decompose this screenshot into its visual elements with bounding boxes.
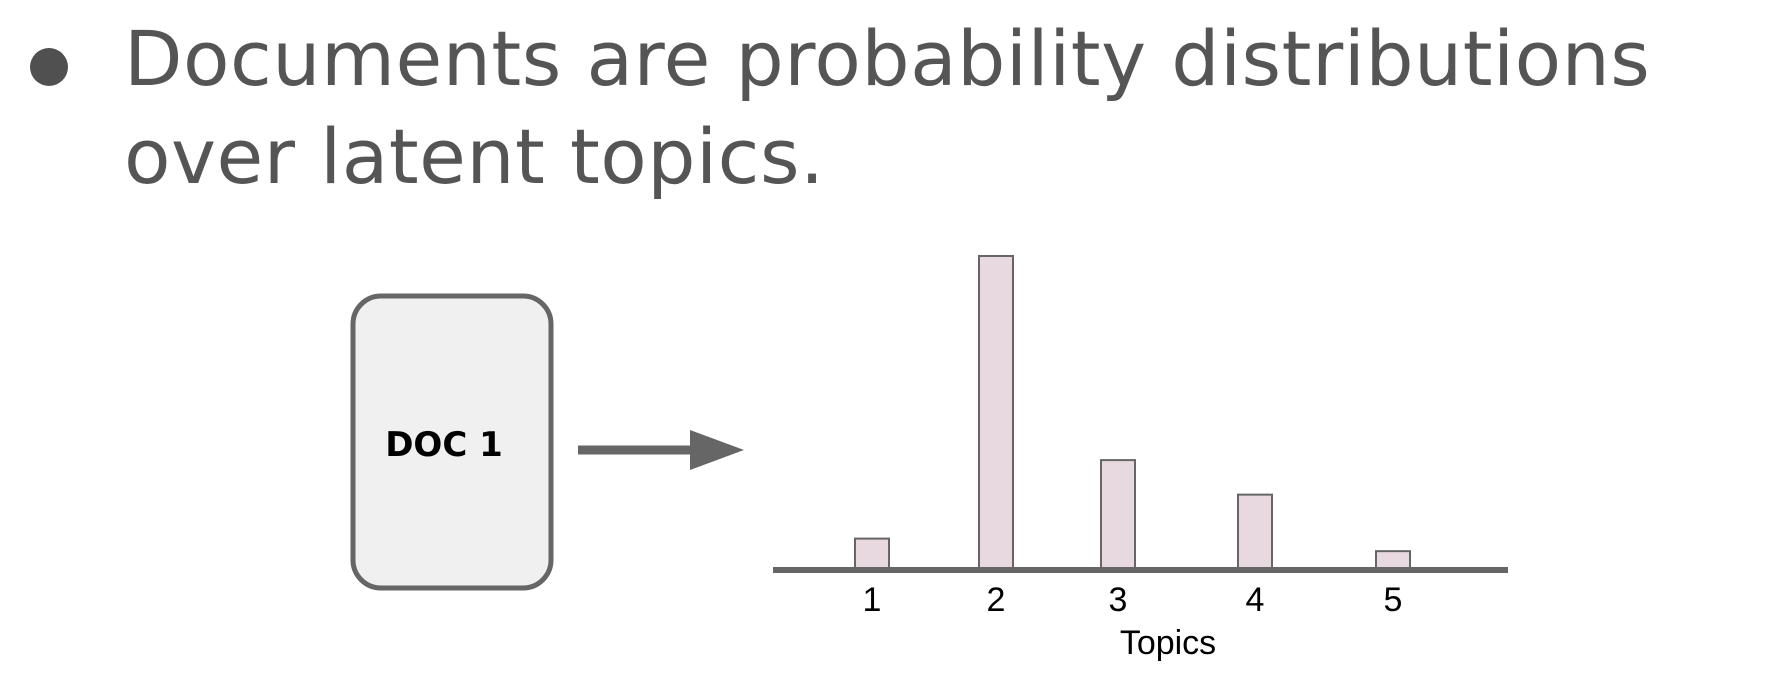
bar-topic-4 [1237, 493, 1273, 572]
arrow-icon [578, 430, 744, 470]
bars [854, 255, 1411, 572]
tick-labels: 1 2 3 4 5 [863, 581, 1403, 619]
bullet-line-2: over latent topics. [124, 112, 825, 201]
tick-label-5: 5 [1384, 581, 1403, 619]
document-label: DOC 1 [385, 425, 503, 465]
tick-label-3: 3 [1109, 581, 1128, 619]
tick-label-1: 1 [863, 581, 882, 619]
tick-label-4: 4 [1246, 581, 1265, 619]
tick-label-2: 2 [987, 581, 1006, 619]
topic-bar-chart: 1 2 3 4 5 Topics [773, 255, 1508, 662]
x-axis-title: Topics [1120, 624, 1216, 662]
bullet-text: Documents are probability distributions … [124, 10, 1764, 206]
bar-topic-3 [1100, 459, 1136, 572]
bullet-line-1: Documents are probability distributions [124, 14, 1651, 103]
bar-topic-1 [854, 537, 890, 571]
document-card [350, 293, 554, 591]
bullet-dot-icon [30, 48, 68, 86]
bar-topic-2 [978, 255, 1014, 571]
bullet-point: Documents are probability distributions … [0, 0, 1778, 220]
